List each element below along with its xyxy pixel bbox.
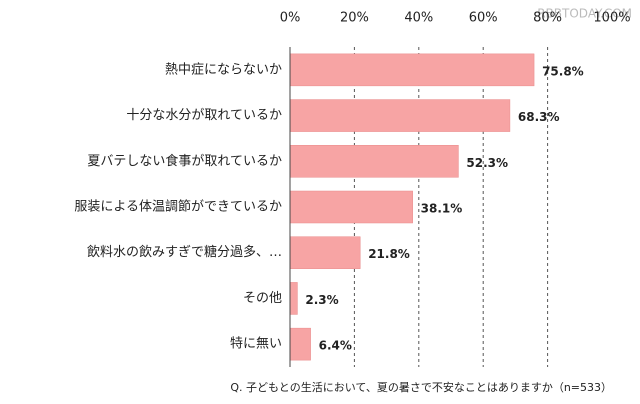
value-label: 38.1% (421, 202, 463, 216)
y-tick-label: 熱中症にならないか (165, 62, 282, 77)
x-tick-label: 100% (593, 11, 630, 26)
bar (289, 53, 535, 87)
y-tick-label: 夏バテしない食事が取れているか (87, 153, 282, 169)
bar (289, 190, 413, 224)
x-tick-label: 60% (469, 11, 498, 26)
x-tick-label: 0% (280, 11, 301, 26)
footnote: Q. 子どもとの生活において、夏の暑さで不安なことはありますか（n=533） (230, 380, 612, 394)
y-tick-label: その他 (243, 291, 282, 306)
value-label: 21.8% (368, 247, 410, 261)
bar (289, 145, 459, 178)
value-label: 75.8% (542, 64, 584, 78)
y-tick-label: 服装による体温調節ができているか (74, 200, 282, 215)
bar (289, 327, 311, 361)
x-tick-label: 40% (404, 11, 433, 26)
value-label: 52.3% (466, 156, 508, 170)
x-tick-label: 20% (340, 11, 369, 26)
x-tick-label: 80% (533, 11, 562, 26)
value-label: 68.3% (518, 110, 560, 124)
watermark: RBBTODAY.COM (537, 7, 632, 21)
value-label: 6.4% (319, 339, 352, 353)
value-label: 2.3% (305, 293, 338, 307)
bar (289, 99, 511, 132)
y-tick-label: 十分な水分が取れているか (126, 108, 282, 123)
bar (289, 282, 298, 315)
y-tick-label: 飲料水の飲みすぎで糖分過多、… (87, 244, 282, 260)
y-tick-label: 特に無い (230, 337, 282, 352)
bar (289, 236, 361, 269)
